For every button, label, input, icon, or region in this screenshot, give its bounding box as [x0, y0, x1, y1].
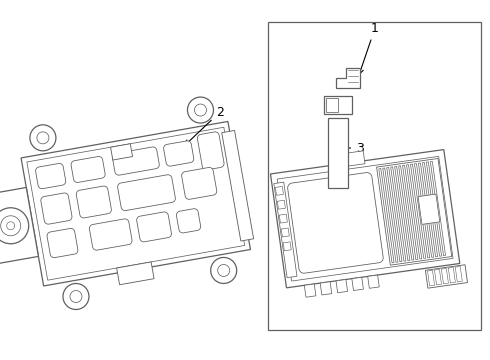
Circle shape: [211, 257, 237, 283]
Text: 1: 1: [359, 22, 379, 74]
Polygon shape: [288, 172, 383, 273]
Polygon shape: [117, 262, 154, 285]
Circle shape: [37, 132, 49, 144]
Polygon shape: [270, 150, 460, 288]
Circle shape: [63, 284, 89, 310]
Polygon shape: [222, 130, 254, 241]
Polygon shape: [41, 193, 72, 224]
Polygon shape: [111, 144, 132, 160]
Polygon shape: [47, 229, 78, 258]
Circle shape: [188, 97, 214, 123]
Polygon shape: [36, 163, 66, 189]
Polygon shape: [304, 284, 316, 297]
Bar: [326, 98, 338, 112]
Polygon shape: [0, 188, 38, 264]
Bar: [328, 118, 348, 188]
Polygon shape: [425, 265, 467, 288]
Circle shape: [195, 104, 206, 116]
Polygon shape: [112, 147, 159, 175]
Circle shape: [30, 125, 56, 151]
Text: 3: 3: [334, 141, 364, 154]
Polygon shape: [89, 219, 132, 250]
Circle shape: [7, 222, 15, 230]
Polygon shape: [197, 132, 224, 170]
Circle shape: [70, 291, 82, 302]
Polygon shape: [164, 141, 194, 166]
Circle shape: [218, 265, 230, 276]
Polygon shape: [343, 151, 365, 166]
Polygon shape: [76, 186, 111, 218]
Polygon shape: [336, 279, 347, 293]
Polygon shape: [336, 68, 360, 88]
Text: 2: 2: [185, 105, 224, 145]
Polygon shape: [137, 212, 172, 242]
Polygon shape: [176, 209, 200, 233]
Polygon shape: [368, 275, 379, 288]
Polygon shape: [320, 282, 332, 295]
Polygon shape: [21, 121, 250, 286]
Polygon shape: [118, 175, 175, 211]
Circle shape: [0, 216, 21, 236]
Bar: [324, 96, 352, 114]
Polygon shape: [71, 157, 105, 183]
Polygon shape: [418, 194, 440, 224]
Polygon shape: [352, 277, 364, 291]
Polygon shape: [274, 182, 297, 278]
Circle shape: [0, 208, 29, 244]
Polygon shape: [182, 167, 217, 199]
